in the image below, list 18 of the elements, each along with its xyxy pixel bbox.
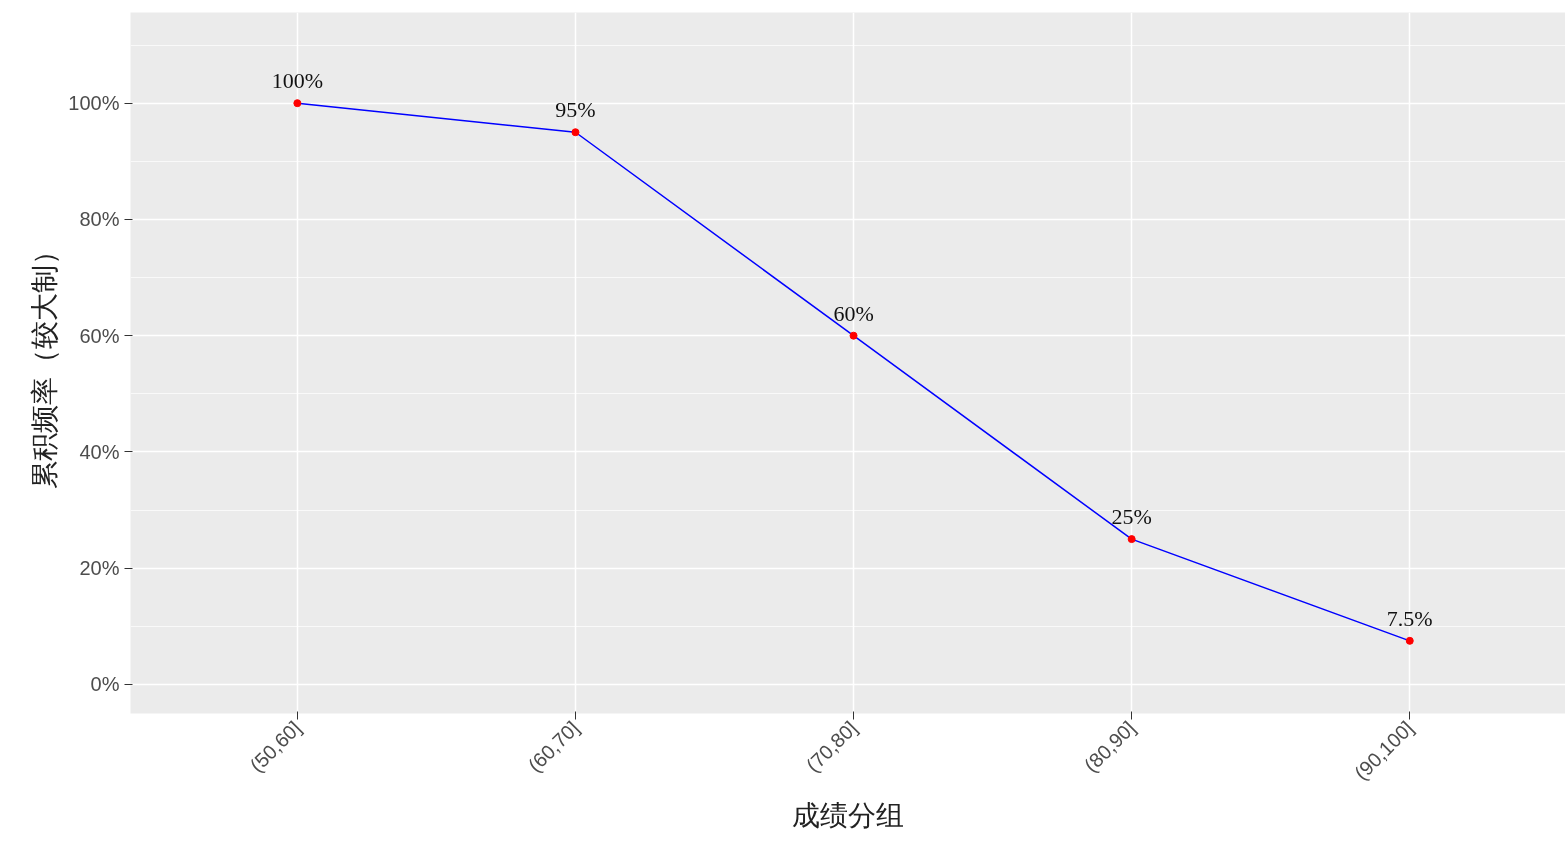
data-label: 60% (833, 300, 874, 326)
data-label: 100% (271, 68, 324, 94)
y-tick-label: 20% (79, 557, 120, 580)
data-label: 7.5% (1386, 605, 1433, 631)
y-axis-title: 累积频率（较大制） (29, 237, 61, 489)
data-label: 25% (1111, 504, 1152, 530)
point (1127, 535, 1136, 544)
y-tick-label: 0% (90, 673, 120, 696)
point (1405, 636, 1414, 645)
y-tick-label: 40% (79, 440, 120, 463)
y-tick-label: 60% (79, 324, 120, 347)
point (849, 331, 858, 340)
point (571, 128, 580, 137)
data-label: 95% (555, 97, 596, 123)
point (293, 99, 302, 108)
y-tick-label: 100% (68, 92, 120, 115)
x-axis-title: 成绩分组 (792, 799, 904, 831)
y-tick-label: 80% (79, 208, 120, 231)
